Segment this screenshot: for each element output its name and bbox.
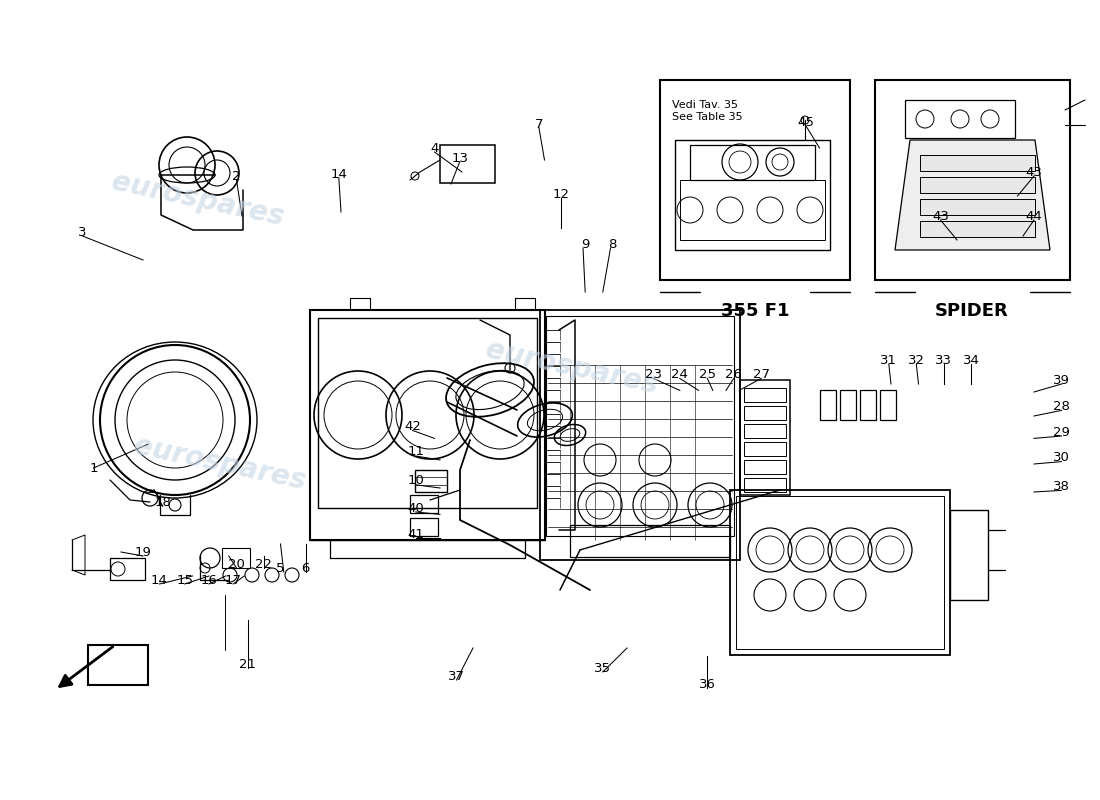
Text: 33: 33: [935, 354, 953, 366]
Text: 22: 22: [255, 558, 273, 570]
Text: 3: 3: [78, 226, 87, 238]
Text: 32: 32: [908, 354, 925, 366]
Bar: [736, 496, 944, 649]
Bar: [110, 558, 145, 580]
Bar: [730, 490, 950, 655]
Text: 26: 26: [725, 368, 742, 381]
Text: 6: 6: [301, 562, 310, 574]
Bar: [920, 221, 1035, 237]
Bar: [570, 525, 730, 557]
Polygon shape: [895, 140, 1050, 250]
Text: 39: 39: [1053, 374, 1070, 386]
Text: 11: 11: [407, 446, 425, 458]
Bar: [920, 177, 1035, 193]
Text: 13: 13: [451, 152, 469, 165]
Text: 21: 21: [239, 658, 256, 670]
Text: 2: 2: [232, 170, 241, 182]
Bar: [680, 180, 825, 240]
Bar: [744, 388, 786, 402]
Bar: [920, 199, 1035, 215]
Bar: [410, 495, 438, 513]
Text: 10: 10: [407, 474, 425, 486]
Bar: [415, 470, 447, 492]
Text: 29: 29: [1053, 426, 1070, 438]
Text: 19: 19: [134, 546, 152, 558]
Text: 41: 41: [407, 528, 425, 541]
Bar: [950, 510, 988, 600]
Text: 8: 8: [608, 238, 617, 250]
Text: 14: 14: [151, 574, 168, 586]
Text: SPIDER: SPIDER: [935, 302, 1009, 320]
Text: 31: 31: [880, 354, 898, 366]
Bar: [660, 80, 850, 280]
Text: 43: 43: [1025, 166, 1043, 178]
Bar: [744, 478, 786, 492]
Text: 44: 44: [1025, 210, 1043, 222]
Text: 34: 34: [962, 354, 980, 366]
Bar: [318, 318, 537, 508]
Text: 38: 38: [1053, 480, 1070, 493]
Text: 24: 24: [671, 368, 689, 381]
Text: eurospares: eurospares: [109, 168, 287, 232]
Bar: [880, 390, 896, 420]
Text: eurospares: eurospares: [483, 336, 661, 400]
Text: 28: 28: [1053, 400, 1070, 413]
Bar: [820, 390, 836, 420]
Text: 14: 14: [330, 168, 348, 181]
Text: 45: 45: [798, 116, 815, 129]
Text: 20: 20: [228, 558, 245, 570]
Bar: [546, 316, 734, 536]
Text: 36: 36: [698, 678, 716, 690]
Bar: [840, 390, 856, 420]
Bar: [874, 80, 1070, 280]
Bar: [540, 310, 740, 560]
Text: eurospares: eurospares: [131, 432, 309, 496]
Bar: [310, 310, 544, 540]
Text: 16: 16: [200, 574, 218, 586]
Bar: [410, 518, 438, 536]
Text: 27: 27: [752, 368, 770, 381]
Text: 7: 7: [535, 118, 543, 130]
Bar: [440, 145, 495, 183]
Bar: [920, 155, 1035, 171]
Bar: [744, 442, 786, 456]
Text: 30: 30: [1053, 451, 1070, 464]
Text: 15: 15: [176, 574, 194, 586]
Text: Vedi Tav. 35
See Table 35: Vedi Tav. 35 See Table 35: [672, 100, 743, 122]
Text: 37: 37: [448, 670, 465, 682]
Text: 9: 9: [581, 238, 590, 250]
Text: 42: 42: [404, 420, 421, 433]
Text: 35: 35: [594, 662, 612, 674]
Text: 17: 17: [224, 574, 242, 586]
Bar: [690, 145, 815, 180]
Bar: [222, 548, 250, 568]
Bar: [88, 645, 148, 685]
Text: 23: 23: [645, 368, 662, 381]
Bar: [740, 380, 790, 495]
Text: 40: 40: [407, 502, 425, 514]
Bar: [905, 100, 1015, 138]
Bar: [675, 140, 830, 250]
Text: 25: 25: [698, 368, 716, 381]
Text: 5: 5: [276, 562, 285, 574]
Text: 43: 43: [932, 210, 949, 222]
Bar: [744, 460, 786, 474]
Text: 4: 4: [430, 142, 439, 154]
Text: 12: 12: [552, 188, 570, 201]
Bar: [744, 424, 786, 438]
Text: 1: 1: [89, 462, 98, 474]
Text: 355 F1: 355 F1: [720, 302, 790, 320]
Text: 18: 18: [154, 496, 172, 509]
Bar: [744, 406, 786, 420]
Bar: [860, 390, 876, 420]
